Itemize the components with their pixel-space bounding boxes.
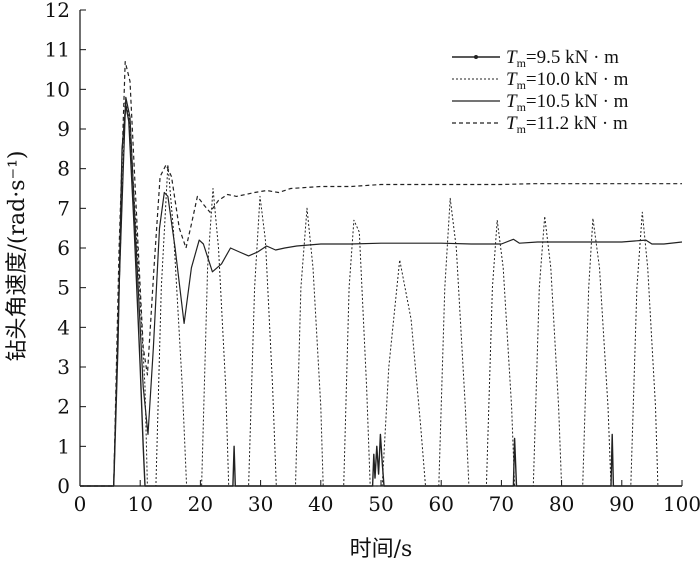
y-tick-label: 6 — [57, 236, 70, 260]
x-tick-label: 50 — [368, 492, 393, 516]
legend-label-3: Tm=10.5 kN · m — [506, 91, 629, 114]
y-tick-label: 1 — [57, 434, 70, 458]
y-tick-label: 10 — [45, 77, 70, 101]
legend-label-2: Tm=10.0 kN · m — [506, 69, 629, 92]
y-tick-label: 4 — [57, 315, 70, 339]
x-tick-label: 0 — [74, 492, 87, 516]
series-line-4 — [80, 61, 682, 487]
y-tick-label: 12 — [45, 0, 70, 22]
x-axis-ticks: 0 10 20 30 40 50 60 70 80 90 100 — [74, 480, 700, 516]
y-tick-label: 11 — [45, 38, 70, 62]
y-tick-label: 5 — [57, 276, 70, 300]
x-tick-label: 20 — [188, 492, 213, 516]
legend-label-4: Tm=11.2 kN · m — [506, 113, 628, 136]
x-tick-label: 100 — [663, 492, 700, 516]
x-tick-label: 40 — [308, 492, 333, 516]
series-layer — [80, 61, 683, 487]
legend: Tm=9.5 kN · mTm=10.0 kN · mTm=10.5 kN · … — [452, 47, 629, 136]
y-tick-label: 2 — [57, 395, 70, 419]
x-tick-label: 80 — [549, 492, 574, 516]
y-tick-label: 3 — [57, 355, 70, 379]
y-tick-label: 8 — [57, 157, 70, 181]
y-tick-label: 9 — [57, 117, 70, 141]
x-tick-label: 30 — [248, 492, 273, 516]
y-tick-label: 0 — [57, 474, 70, 498]
legend-marker-1 — [474, 55, 478, 59]
x-tick-label: 70 — [489, 492, 514, 516]
x-tick-label: 10 — [127, 492, 152, 516]
x-tick-label: 60 — [428, 492, 453, 516]
x-tick-label: 90 — [609, 492, 634, 516]
series-line-3 — [80, 96, 683, 487]
legend-label-1: Tm=9.5 kN · m — [506, 47, 619, 70]
x-axis-label: 时间/s — [350, 537, 413, 561]
series-line-1 — [80, 104, 682, 487]
y-axis-label: 钻头角速度/(rad·s⁻¹) — [5, 150, 30, 361]
y-tick-label: 7 — [57, 196, 70, 220]
series-line-2 — [80, 100, 682, 487]
